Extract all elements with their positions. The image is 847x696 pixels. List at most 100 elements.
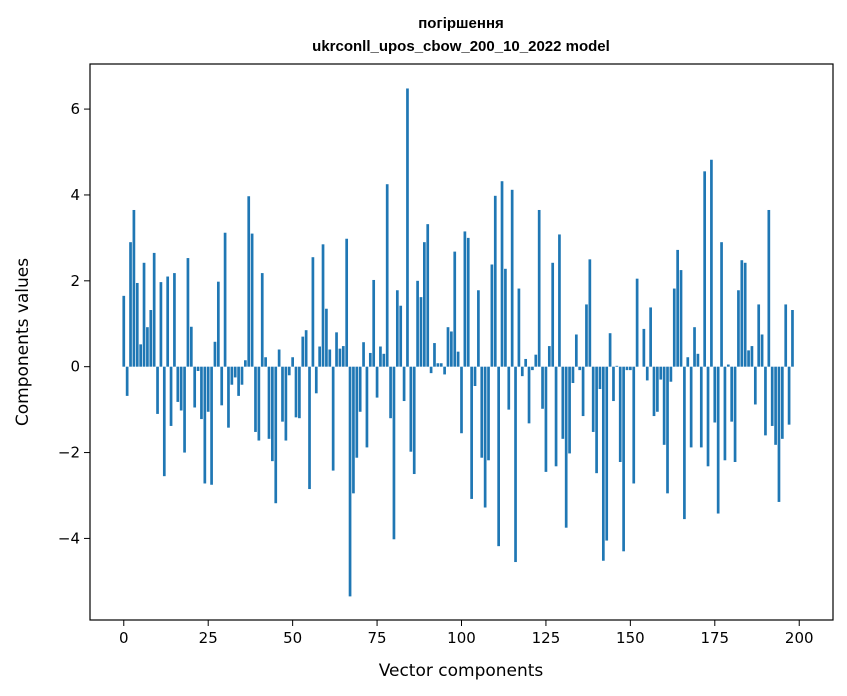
bar xyxy=(146,327,149,367)
bar xyxy=(753,366,757,405)
bar xyxy=(277,349,281,367)
bar xyxy=(713,366,717,423)
bar xyxy=(642,328,646,367)
bar xyxy=(618,366,622,462)
bar xyxy=(706,366,710,467)
bar xyxy=(267,366,271,439)
bar xyxy=(581,366,585,417)
bar xyxy=(223,232,227,367)
bar xyxy=(767,209,771,367)
bar xyxy=(787,366,791,425)
bar xyxy=(656,366,659,412)
bar xyxy=(527,366,531,424)
bar xyxy=(605,366,609,541)
bar xyxy=(244,360,247,367)
bar xyxy=(348,366,352,597)
bar xyxy=(426,224,430,367)
bar xyxy=(676,249,679,367)
bar xyxy=(784,304,788,367)
bar xyxy=(612,366,615,402)
x-tick-label: 200 xyxy=(785,629,814,647)
bar xyxy=(372,279,376,367)
bar xyxy=(142,262,146,367)
bar xyxy=(703,171,707,367)
bar xyxy=(591,366,595,432)
bar xyxy=(608,333,612,367)
bar xyxy=(770,366,774,426)
bar xyxy=(750,346,754,367)
bar xyxy=(743,262,747,367)
bar xyxy=(780,366,784,439)
x-tick-label: 100 xyxy=(447,629,476,647)
bar xyxy=(686,357,690,367)
bar xyxy=(304,330,308,367)
bar xyxy=(534,354,538,367)
bar xyxy=(710,159,713,367)
plot-frame xyxy=(89,63,834,621)
bar xyxy=(233,366,237,378)
bar xyxy=(740,260,744,367)
bar xyxy=(470,366,473,499)
bar xyxy=(747,350,750,367)
x-tick-label: 50 xyxy=(283,629,302,647)
bar xyxy=(733,366,737,462)
bar xyxy=(578,366,582,371)
bar xyxy=(520,366,524,377)
bar xyxy=(264,357,267,367)
x-tick-label: 175 xyxy=(700,629,729,647)
bar xyxy=(696,353,700,367)
bar xyxy=(287,366,291,376)
bar xyxy=(308,366,311,490)
y-tick-label: 2 xyxy=(70,272,80,290)
bar xyxy=(493,195,497,367)
bar xyxy=(443,366,446,375)
bar xyxy=(352,366,355,494)
bar xyxy=(395,290,399,367)
bar xyxy=(230,366,234,385)
x-tick-label: 25 xyxy=(199,629,218,647)
y-tick-label: −4 xyxy=(58,529,80,547)
bar xyxy=(325,308,328,367)
bar xyxy=(547,346,551,367)
bar xyxy=(666,366,669,494)
bar xyxy=(162,366,166,477)
bar xyxy=(341,346,345,367)
bar xyxy=(649,307,652,367)
bar xyxy=(588,259,592,367)
bar xyxy=(463,231,467,367)
bar xyxy=(679,270,683,367)
bar xyxy=(358,366,362,412)
bar xyxy=(368,352,372,367)
bar xyxy=(777,366,781,502)
bar xyxy=(173,273,176,367)
y-axis-label: Components values xyxy=(13,258,33,426)
bar xyxy=(220,366,224,406)
bar xyxy=(166,276,170,367)
bar xyxy=(629,366,632,371)
bar xyxy=(669,366,673,382)
bar xyxy=(598,366,602,390)
bar xyxy=(189,326,193,367)
bar xyxy=(561,366,565,439)
bar xyxy=(392,366,396,540)
bar xyxy=(625,366,629,371)
bar xyxy=(210,366,213,485)
bar xyxy=(571,366,575,384)
y-tick-label: 4 xyxy=(70,186,80,204)
bar xyxy=(504,268,507,367)
bar xyxy=(240,366,244,385)
bar xyxy=(500,181,504,367)
bar xyxy=(601,366,605,561)
bar xyxy=(693,327,696,367)
x-axis-ticks: 0 25 50 75 100 125 150 175 200 xyxy=(119,620,814,647)
bar xyxy=(544,366,548,472)
bar xyxy=(382,353,386,367)
bar xyxy=(389,366,392,419)
bar xyxy=(125,366,129,396)
bar xyxy=(615,365,619,367)
bar xyxy=(558,234,561,367)
bar xyxy=(510,189,514,367)
bar xyxy=(284,366,288,441)
bar xyxy=(365,366,369,448)
bar xyxy=(541,366,544,409)
